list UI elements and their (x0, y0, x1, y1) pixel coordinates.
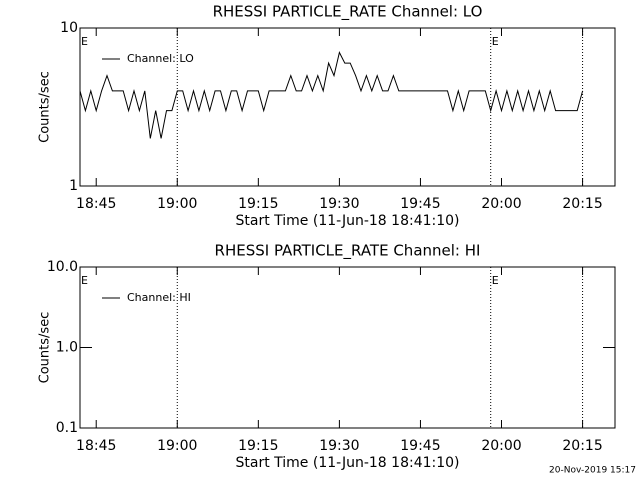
x-tick-label: 20:00 (481, 438, 521, 454)
y-axis-label: Counts/sec (38, 71, 53, 143)
x-tick-label: 19:00 (157, 196, 197, 212)
y-tick-label: 0.1 (56, 420, 78, 436)
footer-date: 20-Nov-2019 15:17 (549, 466, 636, 476)
event-marker: E (81, 35, 88, 48)
chart-title: RHESSI PARTICLE_RATE Channel: LO (213, 3, 483, 22)
y-tick-label: 10 (60, 20, 78, 36)
event-marker: E (81, 274, 88, 287)
x-tick-label: 18:45 (76, 438, 116, 454)
event-marker: E (492, 35, 499, 48)
legend-label: Channel: LO (127, 52, 194, 65)
event-marker: E (492, 274, 499, 287)
x-tick-label: 18:45 (76, 196, 116, 212)
plot-frame (79, 27, 616, 187)
y-axis-label: Counts/sec (38, 312, 53, 384)
x-tick-label: 19:15 (238, 438, 278, 454)
y-tick-label: 1.0 (56, 340, 78, 356)
legend-label: Channel: HI (127, 291, 191, 304)
x-tick-label: 19:30 (319, 438, 359, 454)
x-tick-label: 19:45 (400, 196, 440, 212)
chart-title: RHESSI PARTICLE_RATE Channel: HI (215, 242, 481, 261)
x-tick-label: 19:00 (157, 438, 197, 454)
x-tick-label: 20:15 (562, 196, 602, 212)
x-tick-label: 19:45 (400, 438, 440, 454)
x-axis-label: Start Time (11-Jun-18 18:41:10) (236, 213, 460, 229)
x-tick-label: 19:30 (319, 196, 359, 212)
x-tick-label: 20:15 (562, 438, 602, 454)
series-line (79, 51, 584, 139)
x-tick-label: 20:00 (481, 196, 521, 212)
x-tick-label: 19:15 (238, 196, 278, 212)
x-axis-label: Start Time (11-Jun-18 18:41:10) (236, 455, 460, 471)
y-tick-label: 1 (69, 178, 78, 194)
y-tick-label: 10.0 (47, 259, 78, 275)
